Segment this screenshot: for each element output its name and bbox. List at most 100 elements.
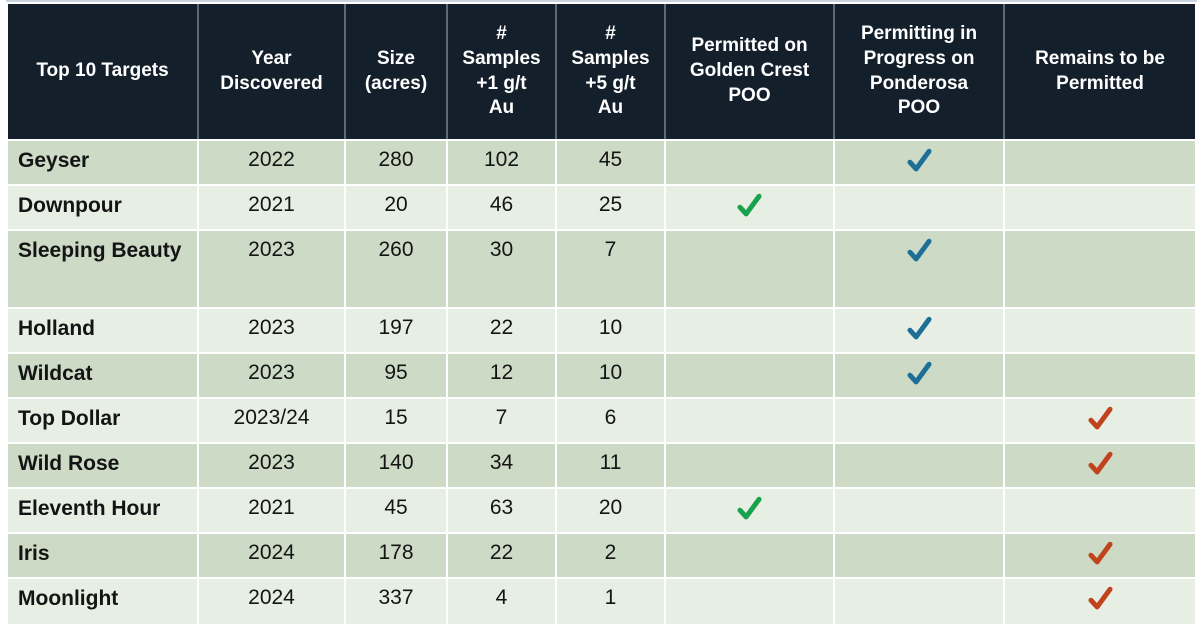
cell-samples-5gt: 10 (557, 354, 664, 397)
checkmark-icon (906, 315, 933, 342)
cell-size-acres: 20 (346, 186, 446, 229)
cell-year-discovered: 2024 (199, 534, 344, 577)
checkmark-icon (736, 495, 763, 522)
header-row: Top 10 Targets Year Discovered Size (acr… (8, 4, 1195, 139)
cell-samples-1gt: 63 (448, 489, 555, 532)
checkmark-icon (1087, 450, 1114, 477)
col-header-top-10-targets: Top 10 Targets (8, 4, 197, 139)
cell-year-discovered: 2023 (199, 444, 344, 487)
cell-permitting-ponderosa (835, 231, 1003, 307)
cell-permitted-golden-crest (666, 489, 833, 532)
table-row-geyser: Geyser 2022 280 102 45 (8, 141, 1195, 184)
cell-samples-5gt: 2 (557, 534, 664, 577)
table-row-iris: Iris 2024 178 22 2 (8, 534, 1195, 577)
cell-permitted-golden-crest (666, 354, 833, 397)
cell-permitted-golden-crest (666, 309, 833, 352)
cell-remains-to-be-permitted (1005, 534, 1195, 577)
table-body: Geyser 2022 280 102 45 Downpour 2021 20 … (8, 141, 1195, 624)
cell-size-acres: 140 (346, 444, 446, 487)
cell-remains-to-be-permitted (1005, 141, 1195, 184)
col-header-samples-5gt: # Samples +5 g/t Au (557, 4, 664, 139)
cell-year-discovered: 2023 (199, 231, 344, 307)
cell-samples-1gt: 12 (448, 354, 555, 397)
cell-remains-to-be-permitted (1005, 354, 1195, 397)
checkmark-icon (906, 360, 933, 387)
checkmark-icon (906, 147, 933, 174)
cell-samples-1gt: 4 (448, 579, 555, 624)
cell-size-acres: 260 (346, 231, 446, 307)
cell-target-name: Moonlight (8, 579, 197, 624)
cell-target-name: Sleeping Beauty (8, 231, 197, 307)
cell-permitting-ponderosa (835, 579, 1003, 624)
cell-permitted-golden-crest (666, 534, 833, 577)
cell-samples-1gt: 22 (448, 309, 555, 352)
cell-target-name: Iris (8, 534, 197, 577)
cell-remains-to-be-permitted (1005, 399, 1195, 442)
col-header-samples-1gt: # Samples +1 g/t Au (448, 4, 555, 139)
cell-samples-5gt: 1 (557, 579, 664, 624)
checkmark-icon (1087, 540, 1114, 567)
cell-size-acres: 178 (346, 534, 446, 577)
cell-target-name: Eleventh Hour (8, 489, 197, 532)
col-header-year-discovered: Year Discovered (199, 4, 344, 139)
table-row-wildcat: Wildcat 2023 95 12 10 (8, 354, 1195, 397)
cell-samples-1gt: 30 (448, 231, 555, 307)
cell-remains-to-be-permitted (1005, 444, 1195, 487)
table-row-eleventh-hour: Eleventh Hour 2021 45 63 20 (8, 489, 1195, 532)
cell-target-name: Top Dollar (8, 399, 197, 442)
table-row-sleeping-beauty: Sleeping Beauty 2023 260 30 7 (8, 231, 1195, 307)
cell-target-name: Downpour (8, 186, 197, 229)
cell-year-discovered: 2023 (199, 354, 344, 397)
targets-table-wrapper: Top 10 Targets Year Discovered Size (acr… (6, 0, 1197, 626)
cell-samples-5gt: 25 (557, 186, 664, 229)
cell-year-discovered: 2023/24 (199, 399, 344, 442)
cell-samples-5gt: 11 (557, 444, 664, 487)
table-row-downpour: Downpour 2021 20 46 25 (8, 186, 1195, 229)
top-10-targets-table: Top 10 Targets Year Discovered Size (acr… (6, 2, 1197, 626)
cell-remains-to-be-permitted (1005, 489, 1195, 532)
cell-samples-1gt: 102 (448, 141, 555, 184)
cell-samples-5gt: 7 (557, 231, 664, 307)
cell-permitting-ponderosa (835, 534, 1003, 577)
cell-permitting-ponderosa (835, 399, 1003, 442)
cell-year-discovered: 2021 (199, 186, 344, 229)
checkmark-icon (736, 192, 763, 219)
cell-permitting-ponderosa (835, 444, 1003, 487)
cell-remains-to-be-permitted (1005, 309, 1195, 352)
checkmark-icon (1087, 405, 1114, 432)
cell-permitting-ponderosa (835, 309, 1003, 352)
cell-target-name: Geyser (8, 141, 197, 184)
cell-samples-1gt: 34 (448, 444, 555, 487)
table-row-top-dollar: Top Dollar 2023/24 15 7 6 (8, 399, 1195, 442)
cell-size-acres: 280 (346, 141, 446, 184)
cell-target-name: Holland (8, 309, 197, 352)
col-header-size-acres: Size (acres) (346, 4, 446, 139)
cell-samples-5gt: 20 (557, 489, 664, 532)
cell-year-discovered: 2024 (199, 579, 344, 624)
checkmark-icon (906, 237, 933, 264)
cell-samples-1gt: 7 (448, 399, 555, 442)
cell-permitted-golden-crest (666, 579, 833, 624)
col-header-remains-to-be-permitted: Remains to be Permitted (1005, 4, 1195, 139)
cell-permitted-golden-crest (666, 444, 833, 487)
cell-year-discovered: 2021 (199, 489, 344, 532)
table-row-holland: Holland 2023 197 22 10 (8, 309, 1195, 352)
cell-size-acres: 197 (346, 309, 446, 352)
cell-remains-to-be-permitted (1005, 186, 1195, 229)
cell-year-discovered: 2023 (199, 309, 344, 352)
table-row-moonlight: Moonlight 2024 337 4 1 (8, 579, 1195, 624)
cell-target-name: Wildcat (8, 354, 197, 397)
cell-permitting-ponderosa (835, 354, 1003, 397)
table-header: Top 10 Targets Year Discovered Size (acr… (8, 4, 1195, 139)
cell-samples-1gt: 46 (448, 186, 555, 229)
cell-permitting-ponderosa (835, 489, 1003, 532)
cell-samples-5gt: 45 (557, 141, 664, 184)
cell-size-acres: 337 (346, 579, 446, 624)
cell-size-acres: 95 (346, 354, 446, 397)
cell-samples-1gt: 22 (448, 534, 555, 577)
cell-permitted-golden-crest (666, 141, 833, 184)
cell-permitted-golden-crest (666, 186, 833, 229)
cell-samples-5gt: 6 (557, 399, 664, 442)
cell-target-name: Wild Rose (8, 444, 197, 487)
cell-size-acres: 15 (346, 399, 446, 442)
